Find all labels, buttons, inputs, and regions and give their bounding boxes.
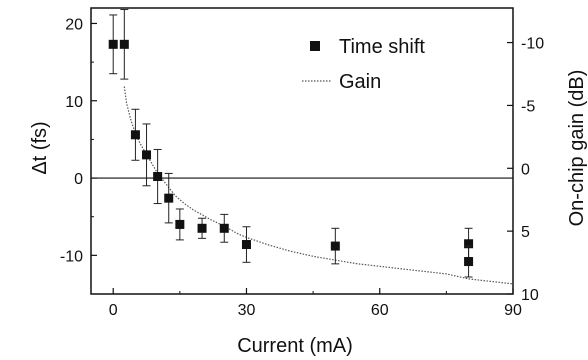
x-tick-label: 0 [109,302,118,319]
gain-series [123,86,514,285]
gain-curve [123,86,514,285]
square-marker [464,239,474,249]
y2-tick-label: -10 [521,36,544,53]
legend-label-gain: Gain [339,71,381,93]
y-tick-label: 10 [65,94,83,111]
y2-tick-label: 10 [521,287,539,304]
x-tick-label: 90 [504,302,522,319]
square-marker [108,39,118,49]
y-axis-left: -10 0 10 20 [60,16,97,265]
data-point [197,217,207,239]
square-marker [164,193,174,203]
y-tick-label: 0 [74,171,83,188]
square-marker [119,39,129,49]
data-point [119,9,129,80]
square-marker [219,223,229,233]
legend-label-time-shift: Time shift [339,36,425,58]
data-point [241,226,251,263]
data-point [219,213,229,243]
data-point [130,108,140,161]
y-axis-right: -10 -5 0 5 10 [507,36,544,304]
x-axis-title: Current (mA) [237,335,353,357]
x-tick-label: 60 [371,302,389,319]
x-tick-label: 30 [238,302,256,319]
data-point [464,245,474,278]
square-marker [130,130,140,140]
x-axis: 0 30 60 90 [109,288,522,319]
data-point [108,14,118,75]
y2-tick-label: -5 [521,98,535,115]
legend-marker-time-shift [310,41,320,51]
y-tick-label: 20 [65,16,83,33]
time-shift-series [108,9,474,278]
square-marker [153,172,163,182]
legend: Time shift Gain [302,36,425,93]
data-point [142,123,152,187]
square-marker [197,223,207,233]
square-marker [175,219,185,229]
y-tick-label: -10 [60,248,83,265]
square-marker [330,241,340,251]
y-axis-title: Δt (fs) [29,121,51,174]
data-point [164,172,174,224]
square-marker [241,240,251,250]
square-marker [142,150,152,160]
y2-tick-label: 5 [521,224,530,241]
data-point [330,227,340,265]
y2-axis-title: On-chip gain (dB) [566,70,588,227]
data-point [175,208,185,241]
plot-frame [90,7,514,295]
data-point [153,148,163,205]
y2-tick-label: 0 [521,161,530,178]
square-marker [464,257,474,267]
